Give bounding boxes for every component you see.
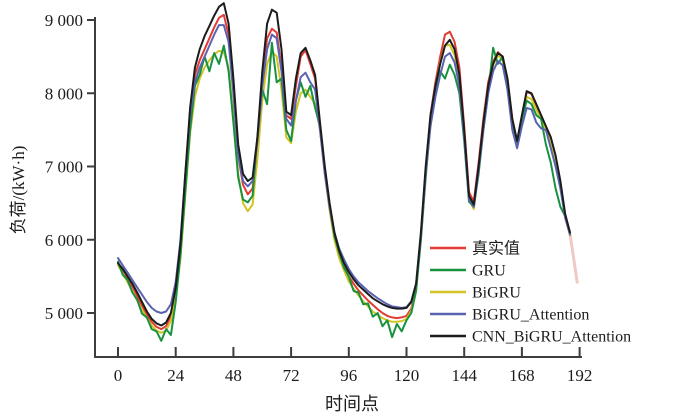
- x-axis-title: 时间点: [325, 394, 379, 414]
- y-tick-label: 8 000: [45, 84, 83, 103]
- x-tick-label: 24: [167, 366, 185, 385]
- legend-label-CNN_BiGRU_Attention: CNN_BiGRU_Attention: [472, 329, 631, 346]
- y-tick-label: 6 000: [45, 231, 83, 250]
- x-tick-label: 72: [283, 366, 300, 385]
- y-tick-label: 7 000: [45, 158, 83, 177]
- x-tick-label: 0: [114, 366, 123, 385]
- legend-label-BiGRU: BiGRU: [472, 285, 521, 302]
- x-tick-label: 48: [225, 366, 242, 385]
- x-tick-label: 96: [340, 366, 357, 385]
- x-tick-label: 192: [567, 366, 593, 385]
- series-line-GRU: [117, 41, 571, 342]
- legend-label-真实值: 真实值: [472, 240, 520, 258]
- legend-label-GRU: GRU: [472, 263, 506, 280]
- legend-label-BiGRU_Attention: BiGRU_Attention: [472, 307, 589, 324]
- x-tick-label: 168: [509, 366, 535, 385]
- x-tick-label: 144: [451, 366, 477, 385]
- series-line-CNN_BiGRU_Attention: [117, 2, 571, 327]
- faded-tail-segment: [568, 232, 579, 284]
- y-axis-title: 负荷/(kW·h): [9, 145, 28, 235]
- x-tick-label: 120: [394, 366, 420, 385]
- series-line-BiGRU_Attention: [117, 24, 571, 314]
- y-tick-label: 5 000: [45, 304, 83, 323]
- axes-frame: [94, 17, 582, 358]
- y-tick-label: 9 000: [45, 11, 83, 30]
